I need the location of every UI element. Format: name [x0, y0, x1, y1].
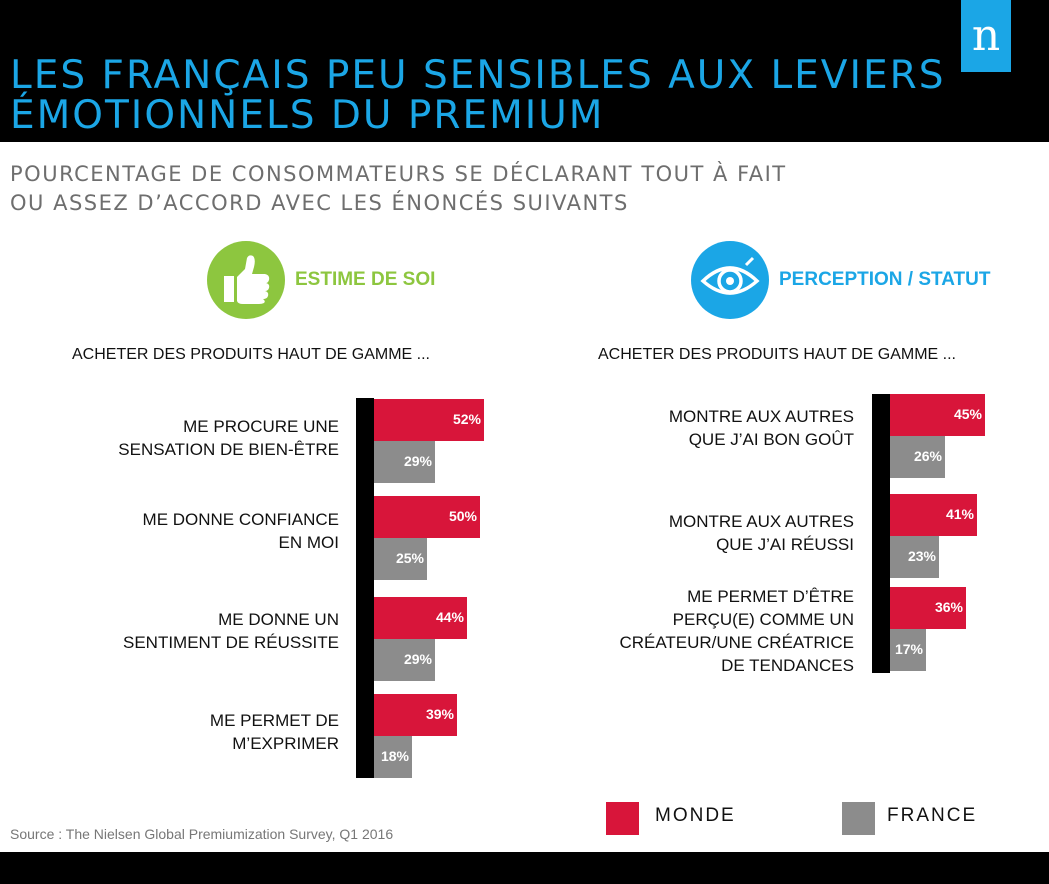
- legend-swatch-france: [842, 802, 875, 835]
- logo-letter: n: [971, 10, 1001, 61]
- bar-monde: 41%: [890, 494, 977, 536]
- chart-axis-line: [872, 394, 890, 673]
- bar-monde: 52%: [374, 399, 484, 441]
- header-bar: LES FRANÇAIS PEU SENSIBLES AUX LEVIERS É…: [0, 0, 1049, 142]
- legend-label-france: FRANCE: [887, 805, 978, 826]
- source-note: Source : The Nielsen Global Premiumizati…: [10, 826, 394, 842]
- title-line-1: LES FRANÇAIS PEU SENSIBLES AUX LEVIERS: [10, 53, 946, 98]
- lead-text-left: ACHETER DES PRODUITS HAUT DE GAMME ...: [72, 346, 430, 363]
- chart-subtitle: POURCENTAGE DE CONSOMMATEURS SE DÉCLARAN…: [10, 160, 787, 218]
- bar-france: 26%: [890, 436, 945, 478]
- title-line-2: ÉMOTIONNELS DU PREMIUM: [10, 93, 605, 138]
- bar-monde: 39%: [374, 694, 457, 736]
- category-label-line: SENTIMENT DE RÉUSSITE: [123, 633, 339, 652]
- category-label-line: SENSATION DE BIEN-ÊTRE: [118, 440, 339, 459]
- category-label-line: DE TENDANCES: [721, 656, 854, 675]
- bar-france: 29%: [374, 441, 435, 483]
- bar-value-label: 45%: [953, 406, 982, 422]
- bar-monde: 44%: [374, 597, 467, 639]
- category-label-line: ME PROCURE UNE: [183, 417, 339, 436]
- category-label-line: EN MOI: [278, 533, 339, 552]
- category-label: ME PERMET DE M’EXPRIMER: [210, 709, 339, 755]
- section-title-estime: ESTIME DE SOI: [295, 269, 436, 290]
- bar-france: 29%: [374, 639, 435, 681]
- nielsen-logo: n: [961, 0, 1011, 72]
- category-label-line: ME DONNE UN: [218, 610, 339, 629]
- thumbs-up-icon: [207, 241, 285, 319]
- bar-value-label: 36%: [934, 599, 963, 615]
- category-label: ME PERMET D’ÊTRE PERÇU(E) COMME UN CRÉATEU…: [619, 585, 854, 677]
- bar-france: 18%: [374, 736, 412, 778]
- section-header-perception: PERCEPTION / STATUT: [691, 241, 990, 319]
- category-label: ME PROCURE UNE SENSATION DE BIEN-ÊTRE: [118, 415, 339, 461]
- category-label-line: ME DONNE CONFIANCE: [142, 510, 339, 529]
- bar-monde: 45%: [890, 394, 985, 436]
- lead-text-right: ACHETER DES PRODUITS HAUT DE GAMME ...: [598, 346, 956, 363]
- category-label-line: ME PERMET DE: [209, 711, 339, 730]
- category-label: MONTRE AUX AUTRES QUE J’AI RÉUSSI: [669, 510, 854, 556]
- bar-value-label: 52%: [452, 411, 481, 427]
- bar-france: 23%: [890, 536, 939, 578]
- bar-monde: 36%: [890, 587, 966, 629]
- chart-axis-line: [356, 398, 374, 778]
- category-label: ME DONNE UN SENTIMENT DE RÉUSSITE: [123, 608, 339, 654]
- bar-value-label: 25%: [395, 550, 424, 566]
- bar-value-label: 39%: [425, 706, 454, 722]
- category-label-line: MONTRE AUX AUTRES: [668, 512, 854, 531]
- bar-france: 25%: [374, 538, 427, 580]
- category-label-line: PERÇU(E) COMME UN: [672, 610, 854, 629]
- bar-value-label: 44%: [435, 609, 464, 625]
- category-label-line: MONTRE AUX AUTRES: [668, 407, 854, 426]
- subtitle-line-1: POURCENTAGE DE CONSOMMATEURS SE DÉCLARAN…: [10, 162, 787, 186]
- category-label-line: QUE J’AI BON GOÛT: [688, 430, 854, 449]
- bar-monde: 50%: [374, 496, 480, 538]
- page-title: LES FRANÇAIS PEU SENSIBLES AUX LEVIERS É…: [10, 56, 946, 136]
- bar-value-label: 50%: [448, 508, 477, 524]
- category-label: MONTRE AUX AUTRES QUE J’AI BON GOÛT: [669, 405, 854, 451]
- footer-bar: [0, 852, 1049, 884]
- bar-value-label: 18%: [380, 748, 409, 764]
- eye-icon: [691, 241, 769, 319]
- section-header-estime: ESTIME DE SOI: [207, 241, 435, 319]
- legend-swatch-monde: [606, 802, 639, 835]
- bar-value-label: 17%: [894, 641, 923, 657]
- bar-value-label: 29%: [403, 651, 432, 667]
- category-label-line: ME PERMET D’ÊTRE: [687, 587, 854, 606]
- category-label-line: CRÉATEUR/UNE CRÉATRICE: [619, 633, 854, 652]
- subtitle-line-2: OU ASSEZ D’ACCORD AVEC LES ÉNONCÉS SUIVA…: [10, 191, 629, 215]
- bar-france: 17%: [890, 629, 926, 671]
- bar-value-label: 26%: [913, 448, 942, 464]
- category-label-line: M’EXPRIMER: [232, 734, 339, 753]
- category-label: ME DONNE CONFIANCE EN MOI: [143, 508, 339, 554]
- bar-value-label: 23%: [907, 548, 936, 564]
- bar-value-label: 41%: [945, 506, 974, 522]
- legend-label-monde: MONDE: [655, 805, 736, 826]
- category-label-line: QUE J’AI RÉUSSI: [716, 535, 854, 554]
- section-title-perception: PERCEPTION / STATUT: [779, 269, 991, 290]
- bar-value-label: 29%: [403, 453, 432, 469]
